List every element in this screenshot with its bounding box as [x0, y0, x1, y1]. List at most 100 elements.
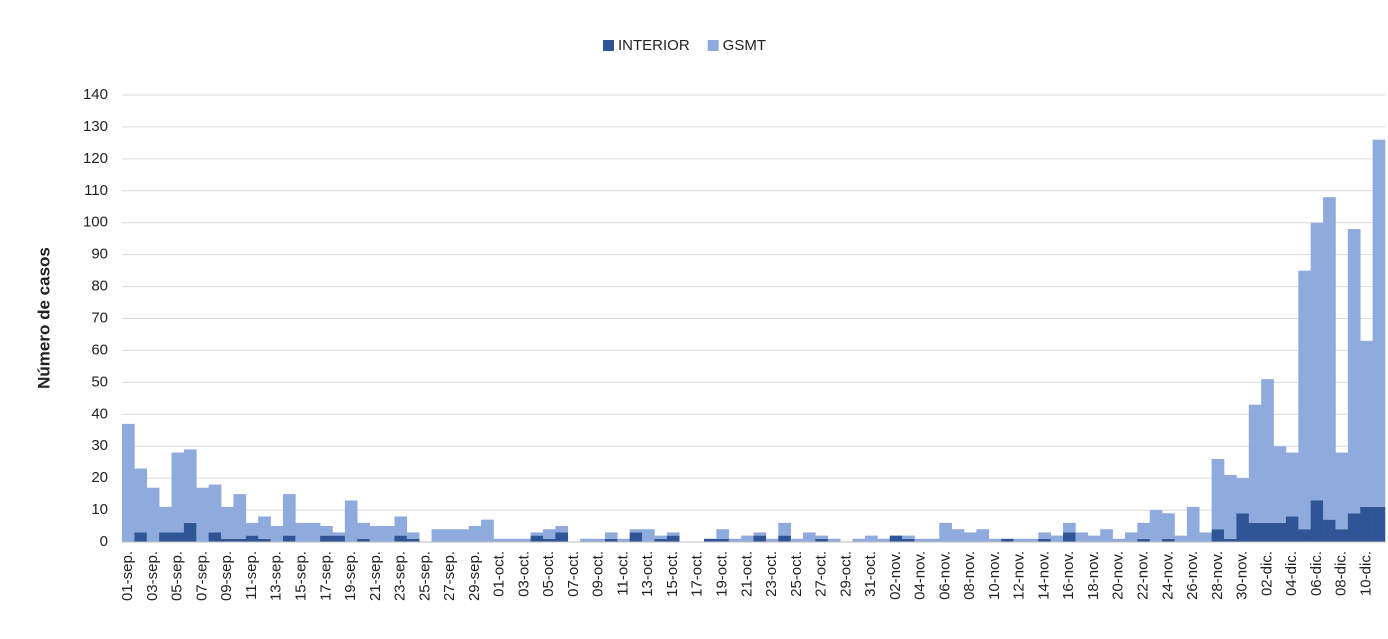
bar-segment [530, 535, 544, 542]
bar-segment [753, 532, 767, 536]
bar-segment [778, 535, 791, 542]
x-tick-label: 06-nov. [936, 551, 953, 600]
x-tick-label: 27-sep. [441, 551, 458, 601]
bar-segment [1285, 516, 1299, 542]
bar-segment [208, 532, 222, 542]
y-tick-label: 50 [91, 373, 108, 390]
bar-segment [629, 529, 643, 533]
bar-segment [270, 526, 284, 542]
bar-segment [629, 532, 643, 542]
bar-segment [1211, 458, 1225, 530]
bar-segment [1273, 522, 1287, 542]
bar-segment [617, 538, 630, 542]
x-tick-label: 13-sep. [268, 551, 285, 601]
bar-segment [1013, 538, 1027, 542]
x-tick-label: 04-dic. [1283, 551, 1300, 596]
x-tick-label: 22-nov. [1135, 551, 1152, 600]
bar-segment [1323, 197, 1336, 520]
x-tick-label: 14-nov. [1035, 551, 1052, 600]
bar-segment [1248, 522, 1262, 542]
bar-segment [1100, 529, 1113, 542]
bar-segment [320, 526, 333, 536]
bar-segment [122, 423, 135, 542]
bar-segment [1360, 506, 1373, 542]
bar-segment [171, 532, 185, 542]
x-tick-label: 11-sep. [243, 551, 260, 600]
bar-segment [852, 538, 866, 542]
x-tick-label: 02-nov. [887, 551, 904, 600]
x-tick-label: 25-sep. [416, 551, 433, 601]
bar-segment [159, 506, 172, 533]
bar-segment [964, 532, 977, 542]
bar-segment [988, 538, 1002, 542]
x-tick-label: 18-nov. [1085, 551, 1102, 600]
bar-segment [1335, 452, 1349, 530]
bar-segment [134, 468, 148, 533]
bar-segment [1236, 478, 1250, 514]
bar-segment [1310, 500, 1324, 542]
bar-segment [1087, 535, 1101, 542]
y-axis-title: Número de casos [34, 247, 53, 389]
bar-segment [245, 522, 259, 536]
y-tick-label: 40 [91, 405, 108, 422]
x-tick-label: 12-nov. [1011, 551, 1028, 600]
bar-segment [1025, 538, 1039, 542]
x-tick-label: 09-oct. [590, 551, 607, 597]
bar-segment [1224, 474, 1237, 539]
x-tick-label: 31-oct. [862, 551, 879, 597]
bar-segment [902, 535, 915, 539]
bar-segment [357, 538, 370, 542]
y-tick-label: 110 [84, 182, 108, 199]
bar-segment [146, 487, 160, 542]
bar-segment [357, 522, 370, 539]
bar-segment [233, 538, 247, 542]
bar-segment [456, 529, 470, 542]
bar-segment [394, 535, 408, 542]
bar-segment [976, 529, 990, 542]
bar-segment [815, 538, 829, 542]
bar-segment [481, 519, 494, 542]
y-tick-label: 10 [91, 501, 108, 518]
legend-label: GSMT [723, 37, 766, 54]
bar-segment [815, 535, 829, 539]
bar-segment [1298, 529, 1312, 542]
x-tick-label: 30-nov. [1234, 551, 1251, 600]
bar-segment [1285, 452, 1299, 517]
bar-segment [592, 538, 606, 542]
x-tick-label: 24-nov. [1159, 551, 1176, 600]
y-tick-label: 20 [91, 469, 108, 486]
bar-segment [728, 538, 742, 542]
x-tick-label: 16-nov. [1060, 551, 1077, 600]
x-tick-label: 09-sep. [218, 551, 235, 601]
bar-segment [1112, 538, 1126, 542]
bar-segment [642, 529, 655, 542]
bar-segment [666, 532, 680, 536]
y-tick-label: 0 [100, 533, 108, 550]
bar-segment [1273, 446, 1287, 523]
bar-segment [741, 535, 754, 542]
x-tick-label: 25-oct. [788, 551, 805, 597]
bar-segment [258, 516, 271, 539]
bar-segment [1186, 506, 1200, 542]
bar-segment [394, 516, 408, 536]
bar-segment [1162, 538, 1175, 542]
bar-segment [1224, 538, 1237, 542]
y-tick-label: 60 [91, 341, 108, 358]
bar-segment [258, 538, 271, 542]
bar-segment [1360, 340, 1373, 507]
bar-segment [1335, 529, 1349, 542]
bar-segment [1298, 270, 1312, 530]
x-tick-label: 17-sep. [317, 551, 334, 601]
x-tick-label: 01-sep. [119, 551, 136, 601]
bar-segment [555, 526, 569, 533]
x-tick-label: 15-oct. [664, 551, 681, 597]
bar-segment [1063, 532, 1076, 542]
bar-segment [382, 526, 395, 542]
bar-segment [666, 535, 680, 542]
x-tick-label: 28-nov. [1209, 551, 1226, 600]
bar-segment [282, 494, 296, 536]
bar-segment [1261, 379, 1274, 523]
bar-segment [803, 532, 816, 542]
bar-segment [530, 532, 544, 536]
